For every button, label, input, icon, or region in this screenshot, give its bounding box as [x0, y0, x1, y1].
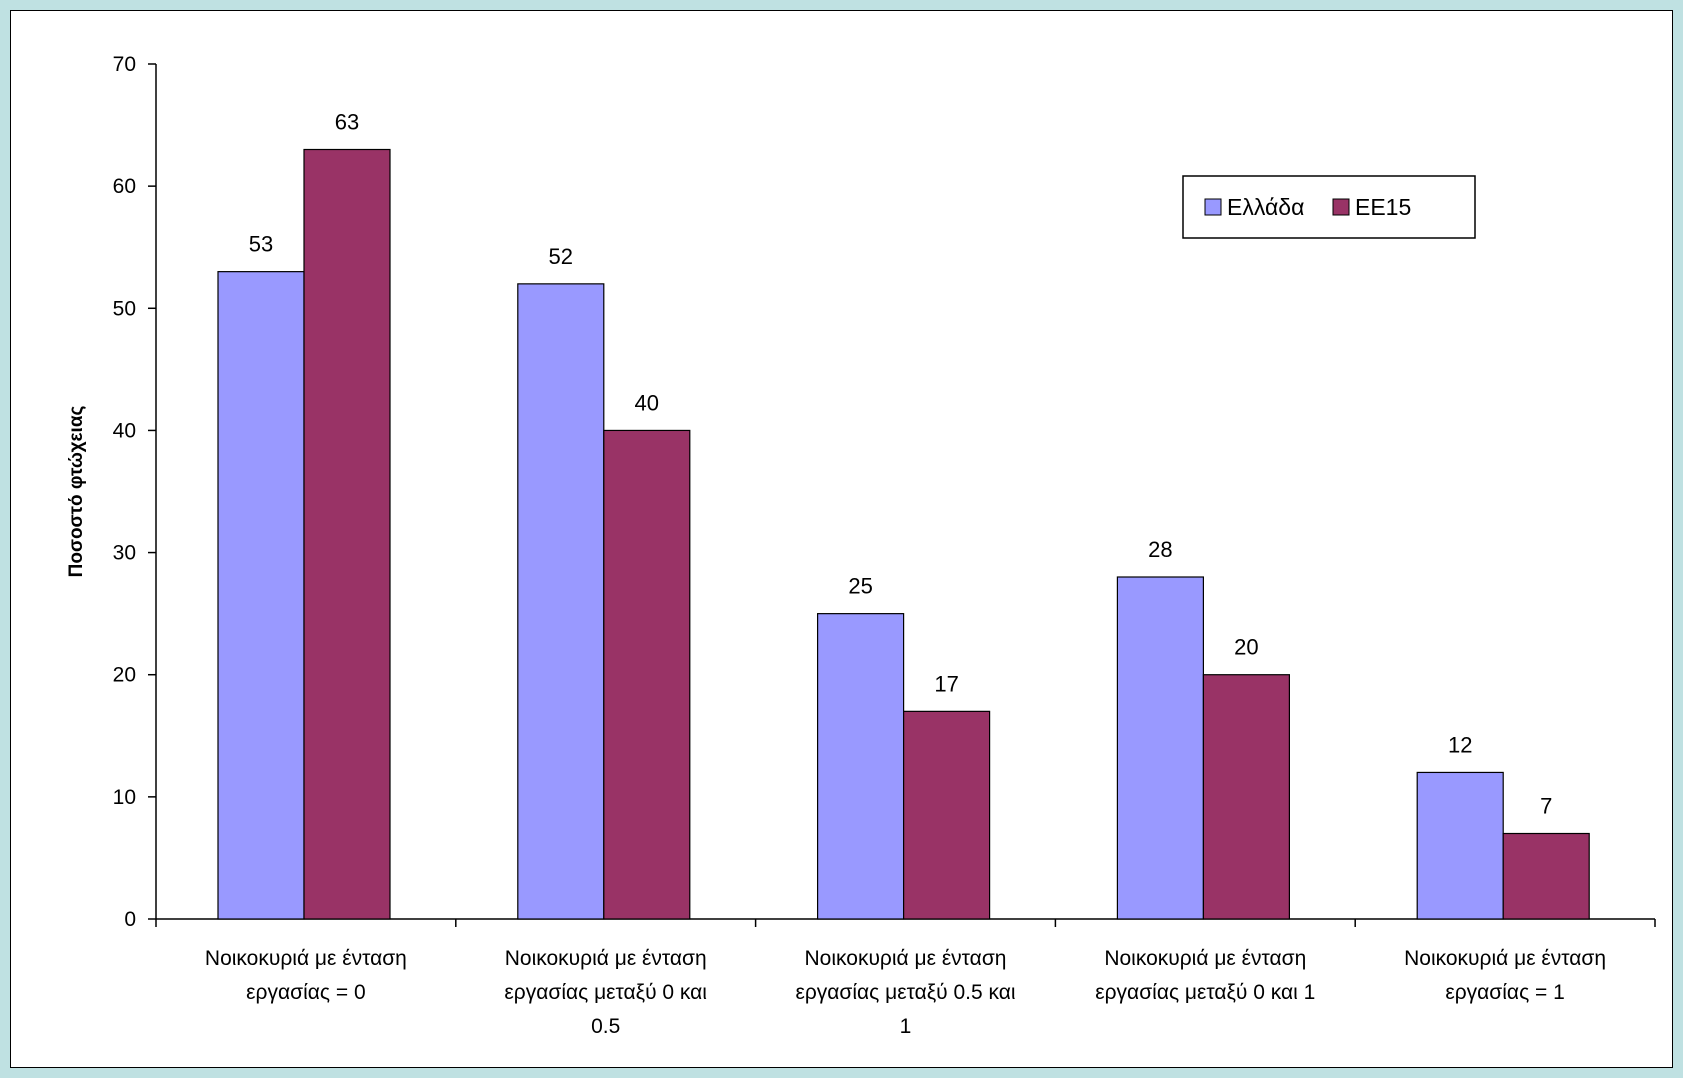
- bar-greece: [1116, 576, 1205, 920]
- y-tick-label: 20: [113, 664, 136, 687]
- x-category-label: Νοικοκυριά με ένταση εργασίας μεταξύ 0 κα…: [504, 947, 707, 1038]
- x-category-label-line: εργασίας μεταξύ 0 και 1: [1095, 981, 1315, 1004]
- legend-entry-label: ΕΕ15: [1355, 194, 1411, 220]
- x-category-label-line: Νοικοκυριά με ένταση: [805, 947, 1007, 970]
- x-category-label-line: 0.5: [591, 1015, 620, 1038]
- data-label: 20: [1234, 635, 1258, 660]
- data-label: 52: [549, 244, 573, 269]
- data-label: 63: [335, 110, 359, 135]
- data-label: 17: [934, 671, 958, 696]
- x-category-label: Νοικοκυριά με ένταση εργασίας μεταξύ 0.5 …: [795, 947, 1015, 1038]
- x-category-label: Νοικοκυριά με ένταση εργασίας = 1: [1404, 947, 1606, 1004]
- x-category-label-line: εργασίας μεταξύ 0.5 και: [795, 981, 1015, 1004]
- y-tick-label: 70: [113, 53, 136, 76]
- y-axis-label: Ποσοστό φτώχειας: [66, 406, 87, 578]
- data-label: 25: [848, 574, 872, 599]
- y-tick-label: 0: [124, 908, 136, 931]
- bar-eu15: [603, 429, 691, 920]
- x-category-label-line: εργασίας μεταξύ 0 και: [504, 981, 707, 1004]
- data-label: 7: [1540, 794, 1552, 819]
- y-tick-label: 50: [113, 297, 136, 320]
- legend-swatch: [1332, 198, 1350, 216]
- x-category-label-line: εργασίας = 1: [1445, 981, 1564, 1004]
- bar-eu15: [902, 710, 991, 920]
- x-category-label-line: Νοικοκυριά με ένταση: [1404, 947, 1606, 970]
- data-label: 53: [249, 232, 273, 257]
- bar-greece: [517, 283, 605, 920]
- data-label: 12: [1448, 732, 1472, 757]
- legend-entry-label: Ελλάδα: [1227, 194, 1304, 220]
- legend-swatch: [1204, 198, 1222, 216]
- y-tick-label: 10: [113, 786, 136, 809]
- y-tick-label: 60: [113, 175, 136, 198]
- x-category-label-line: Νοικοκυριά με ένταση: [505, 947, 707, 970]
- bar-eu15: [303, 148, 391, 920]
- data-label: 28: [1148, 537, 1172, 562]
- bar-eu15: [1502, 832, 1590, 920]
- y-tick-label: 30: [113, 542, 136, 565]
- bar-greece: [816, 613, 905, 920]
- x-category-label-line: εργασίας = 0: [246, 981, 365, 1004]
- bar-greece: [1416, 771, 1504, 920]
- x-category-label-line: 1: [900, 1015, 912, 1038]
- y-tick-label: 40: [113, 419, 136, 442]
- bar-eu15: [1202, 674, 1291, 920]
- bar-greece: [217, 271, 305, 920]
- data-label: 40: [635, 390, 659, 415]
- x-category-label-line: Νοικοκυριά με ένταση: [1104, 947, 1306, 970]
- x-category-label-line: Νοικοκυριά με ένταση: [205, 947, 407, 970]
- x-category-label: Νοικοκυριά με ένταση εργασίας μεταξύ 0 κα…: [1095, 947, 1315, 1004]
- x-category-label: Νοικοκυριά με ένταση εργασίας = 0: [205, 947, 407, 1004]
- legend-box: [1182, 175, 1476, 239]
